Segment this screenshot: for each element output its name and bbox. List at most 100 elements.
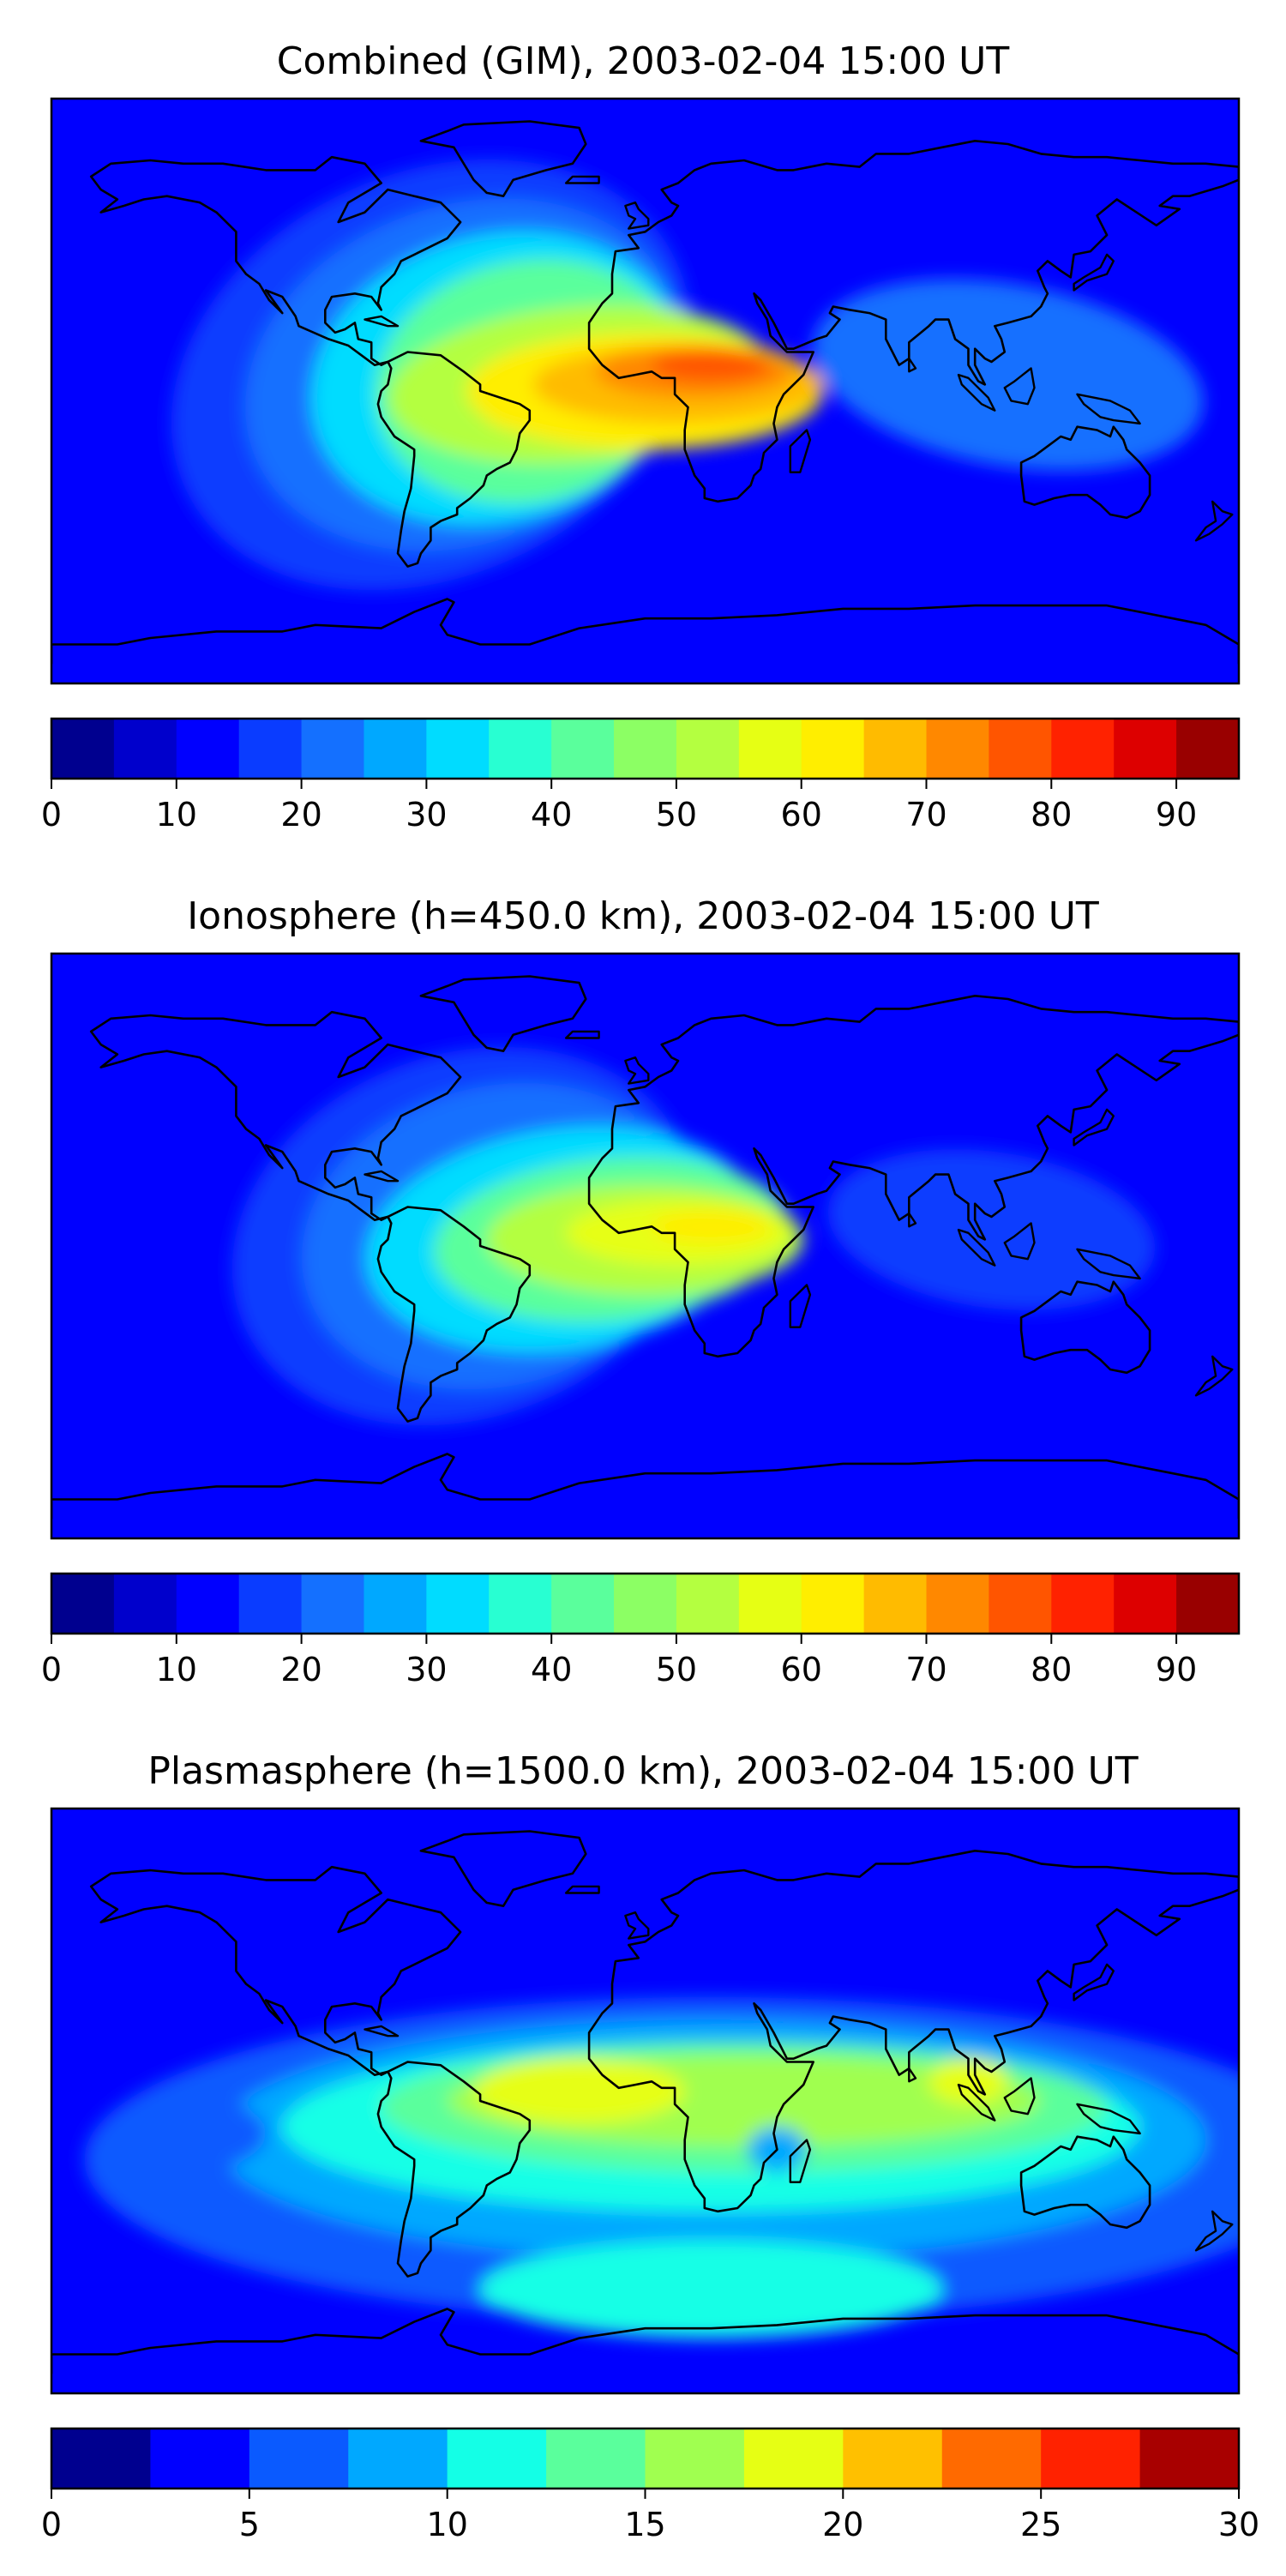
coastlines (51, 120, 1239, 665)
map-area (51, 1809, 1239, 2393)
colorbar-tick-label: 80 (1031, 796, 1072, 834)
colorbar-segment (989, 719, 1052, 779)
coastline-madagascar (789, 1284, 812, 1328)
coastline-madagascar (789, 2139, 812, 2183)
colorbar-segment (743, 2429, 844, 2489)
coastline-south-america (376, 1206, 532, 1423)
colorbar-segment (301, 1574, 365, 1634)
coastline-new-zealand (1194, 2210, 1234, 2252)
coastline-britain (624, 1056, 650, 1085)
colorbar-segment (1041, 2429, 1141, 2489)
contour-fill-layer (231, 1046, 1156, 1426)
coastline-japan (1073, 1963, 1115, 2001)
coastline-new-guinea (1076, 2103, 1141, 2135)
colorbar-tick-label: 30 (406, 1651, 447, 1688)
map-area (51, 954, 1239, 1538)
coastlines (51, 1830, 1239, 2374)
colorbar-tick-label: 0 (41, 796, 62, 834)
coastline-australia (1019, 425, 1151, 520)
coastline-iceland (565, 175, 600, 184)
colorbar-segment (176, 1574, 240, 1634)
colorbar-segment (150, 2429, 250, 2489)
coastline-britain (624, 202, 650, 230)
coastline-antarctica (51, 2308, 1239, 2374)
colorbar-segment (249, 2429, 349, 2489)
colorbar-segment (843, 2429, 943, 2489)
map-frame (50, 1807, 1241, 2395)
colorbar-tick-label: 10 (156, 796, 197, 834)
coastline-iceland (565, 1030, 600, 1039)
contour-fill-layer (84, 1996, 1239, 2338)
panel-title: Ionosphere (h=450.0 km), 2003-02-04 15:0… (187, 894, 1099, 938)
colorbar-tick-label: 10 (427, 2506, 468, 2543)
coastline-sumatra (957, 373, 996, 412)
colorbar-segment (941, 2429, 1042, 2489)
panel-title: Plasmasphere (h=1500.0 km), 2003-02-04 1… (147, 1749, 1138, 1793)
colorbar-segment (364, 719, 427, 779)
colorbar-segment (551, 1574, 615, 1634)
colorbar-tick-label: 70 (905, 1651, 946, 1688)
coastline-eurasia-africa (587, 140, 1239, 503)
contour-region (812, 279, 1204, 472)
colorbar-tick-label: 40 (531, 1651, 572, 1688)
coastline-south-america (376, 2061, 532, 2278)
coastline-new-zealand (1194, 1355, 1234, 1397)
colorbar-tick-label: 40 (531, 796, 572, 834)
coastline-sumatra (957, 1228, 996, 1267)
coastline-iceland (565, 1885, 600, 1894)
coastline-greenland (419, 975, 587, 1052)
colorbar-segment (1114, 1574, 1177, 1634)
coastline-north-america (89, 1010, 462, 1221)
colorbar-segment (301, 719, 365, 779)
colorbar-segment (926, 719, 990, 779)
panel-ionosphere: Ionosphere (h=450.0 km), 2003-02-04 15:0… (41, 894, 1241, 1688)
colorbar-segment (1176, 1574, 1240, 1634)
coastline-new-zealand (1194, 500, 1234, 542)
coastline-sri-lanka (908, 1212, 917, 1228)
colorbar-segment (738, 719, 802, 779)
colorbar-tick-label: 50 (656, 1651, 697, 1688)
colorbar-segment (738, 1574, 802, 1634)
coastline-antarctica (51, 1453, 1239, 1520)
colorbar-segment (489, 719, 552, 779)
colorbar-tick-label: 90 (1156, 1651, 1197, 1688)
colorbar-segment (364, 1574, 427, 1634)
colorbar-segment (447, 2429, 547, 2489)
contour-region (100, 2094, 267, 2173)
colorbar-tick-label: 25 (1020, 2506, 1061, 2543)
colorbar-tick-label: 20 (822, 2506, 863, 2543)
coastline-japan (1073, 1108, 1115, 1147)
colorbar-segment (614, 719, 677, 779)
contour-region (652, 1210, 771, 1243)
coastline-sumatra (957, 2083, 996, 2122)
map-frame (50, 97, 1241, 685)
coastline-antarctica (51, 598, 1239, 665)
coastline-new-guinea (1076, 1248, 1141, 1280)
colorbar: 0 10 20 30 40 50 60 70 80 90 (41, 1572, 1241, 1688)
coastline-madagascar (789, 429, 812, 473)
colorbar-segment (176, 719, 240, 779)
colorbar-segment (113, 1574, 177, 1634)
colorbar-segment (676, 719, 740, 779)
colorbar-frame (50, 1572, 1241, 1635)
colorbar-segment (51, 719, 115, 779)
coastline-south-america (376, 351, 532, 568)
panel-plasmasphere: Plasmasphere (h=1500.0 km), 2003-02-04 1… (41, 1749, 1259, 2543)
colorbar: 0 10 20 30 40 50 60 70 80 90 (41, 717, 1241, 834)
colorbar-segment (546, 2429, 646, 2489)
coastline-new-guinea (1076, 393, 1141, 425)
colorbar-segment (551, 719, 615, 779)
colorbar-tick-label: 50 (656, 796, 697, 834)
colorbar-segment (238, 719, 303, 779)
contour-region (827, 1149, 1156, 1311)
colorbar-tick-label: 0 (41, 1651, 62, 1688)
coastline-borneo (1003, 2077, 1036, 2116)
coastline-borneo (1003, 1222, 1036, 1261)
coastline-sri-lanka (908, 357, 917, 373)
colorbar-segment (645, 2429, 745, 2489)
colorbar-segment (926, 1574, 990, 1634)
colorbar-tick-label: 80 (1031, 1651, 1072, 1688)
colorbar-segment (1051, 1574, 1115, 1634)
colorbar-segment (348, 2429, 448, 2489)
